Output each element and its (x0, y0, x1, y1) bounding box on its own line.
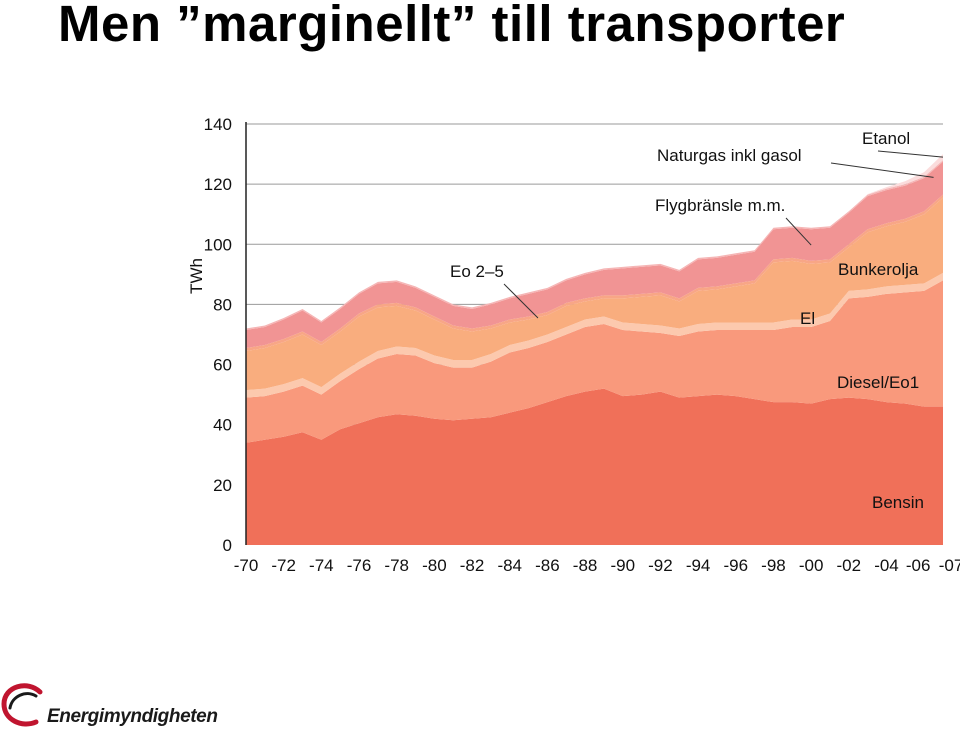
energimyndigheten-logo-icon (1, 683, 43, 727)
area-series-diesel-eo1 (246, 280, 943, 443)
stacked-areas (246, 154, 943, 545)
annotation-label: Flygbränsle m.m. (655, 196, 785, 215)
annotation-leader-line (877, 150, 944, 158)
area-series-bunkerolja (246, 197, 943, 391)
logo-wordmark: Energimyndigheten (47, 706, 218, 727)
annotation-label: Eo 2–5 (450, 262, 504, 281)
x-tick-label: -94 (686, 556, 711, 575)
annotation-leader-line (503, 283, 539, 319)
annotation-leader-line (785, 217, 812, 246)
y-tick-label: 140 (204, 115, 232, 134)
y-tick-label: 20 (213, 476, 232, 495)
x-tick-label: -92 (648, 556, 673, 575)
x-tick-label: -06 (906, 556, 931, 575)
x-tick-labels: -70 -72 -74 -76 -78 -80 -82 -84 -86 -88 -90 -92 -94-… (234, 556, 960, 575)
x-tick-label: -84 (497, 556, 522, 575)
x-tick-label: -74 (309, 556, 334, 575)
x-tick-label: -90 (610, 556, 635, 575)
y-tick-labels: 0 20 40 60 80 100 120 140 (204, 115, 232, 555)
x-tick-label: -72 (271, 556, 296, 575)
series-annotations: Naturgas inkl gasol Etanol Flygbränsle m.m… (450, 129, 924, 512)
area-series-el (246, 272, 943, 398)
y-tick-label: 0 (223, 536, 232, 555)
y-tick-label: 60 (213, 356, 232, 375)
x-tick-label: -00 (799, 556, 824, 575)
annotation-label: Naturgas inkl gasol (657, 146, 802, 165)
y-tick-label: 120 (204, 175, 232, 194)
x-tick-label: -70 (234, 556, 259, 575)
annotation-label: El (800, 309, 815, 328)
x-tick-label: -88 (573, 556, 598, 575)
x-tick-label: -02 (837, 556, 862, 575)
annotation-label: Etanol (862, 129, 910, 148)
area-series-bensin (246, 388, 943, 545)
annotation-label: Bunkerolja (838, 260, 919, 279)
x-tick-label: -07 (939, 556, 960, 575)
y-axis-label: TWh (187, 258, 206, 294)
annotation-label: Diesel/Eo1 (837, 373, 919, 392)
y-tick-label: 100 (204, 235, 232, 254)
slide-title: Men ”marginellt” till transporter (58, 0, 846, 52)
y-tick-label: 80 (213, 295, 232, 314)
annotation-label: Bensin (872, 493, 924, 512)
x-tick-label: -98 (761, 556, 786, 575)
x-tick-label: -78 (384, 556, 409, 575)
area-series-eo-2-5 (246, 194, 943, 352)
area-series-flygbr-nsle-m-m (246, 161, 943, 349)
x-tick-label: -76 (347, 556, 372, 575)
y-tick-label: 40 (213, 416, 232, 435)
x-tick-label: -86 (535, 556, 560, 575)
annotation-leaders (503, 150, 944, 319)
annotation-leader-line (830, 162, 934, 178)
x-tick-label: -04 (874, 556, 899, 575)
x-tick-label: -80 (422, 556, 447, 575)
x-tick-label: -82 (460, 556, 485, 575)
x-tick-label: -96 (723, 556, 748, 575)
energy-use-area-chart: 0 20 40 60 80 100 120 140 -70 -72 -74 -76 -78 -80 -82… (187, 115, 960, 575)
